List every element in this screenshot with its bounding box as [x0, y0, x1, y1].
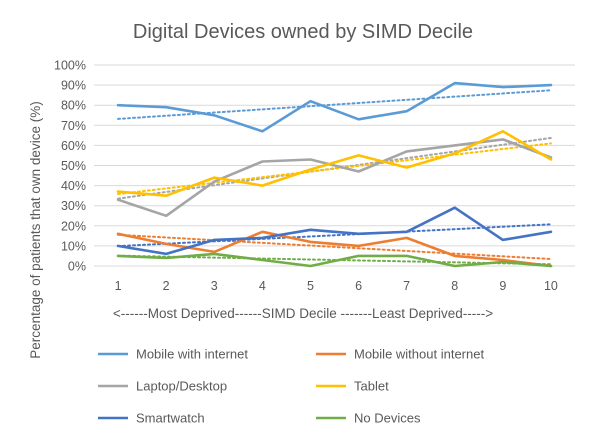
trendline: [117, 233, 552, 261]
legend-label: Tablet: [354, 379, 389, 394]
legend-label: Smartwatch: [136, 411, 205, 426]
y-tick-label: 10%: [61, 239, 86, 253]
trendline: [117, 89, 552, 120]
legend-item: Smartwatch: [98, 411, 205, 426]
legend-item: Tablet: [316, 379, 389, 394]
x-tick-label: 1: [115, 279, 122, 293]
x-tick-label: 4: [259, 279, 266, 293]
legend-label: Mobile without internet: [354, 347, 484, 362]
legend: Mobile with internet Mobile without inter…: [98, 347, 484, 426]
legend-label: Laptop/Desktop: [136, 379, 227, 394]
y-tick-label: 70%: [61, 119, 86, 133]
legend-item: Mobile with internet: [98, 347, 248, 362]
y-tick-label: 100%: [54, 59, 86, 73]
y-tick-label: 90%: [61, 79, 86, 93]
series-line: [116, 130, 553, 197]
y-tick-label: 30%: [61, 199, 86, 213]
x-tick-label: 9: [499, 279, 506, 293]
trendline: [117, 223, 552, 248]
x-tick-label: 2: [163, 279, 170, 293]
y-tick-label: 40%: [61, 179, 86, 193]
series-line: [116, 206, 553, 256]
y-tick-label: 50%: [61, 159, 86, 173]
y-axis-title: Percentage of patients that own device (…: [28, 101, 43, 358]
y-tick-label: 20%: [61, 219, 86, 233]
chart-title: Digital Devices owned by SIMD Decile: [133, 21, 473, 43]
series-line: [116, 252, 553, 268]
x-tick-label: 7: [403, 279, 410, 293]
legend-label: No Devices: [354, 411, 421, 426]
x-tick-label: 6: [355, 279, 362, 293]
legend-item: Mobile without internet: [316, 347, 484, 362]
trendline: [117, 136, 552, 200]
tick-labels: 0% 10% 20% 30% 40% 50% 60% 70% 80% 90% 100% 1 2 3 4 5 6 7…: [54, 59, 558, 294]
y-tick-label: 0%: [68, 260, 86, 274]
legend-item: Laptop/Desktop: [98, 379, 227, 394]
trendline: [117, 142, 552, 196]
legend-item: No Devices: [316, 411, 421, 426]
series-lines: [116, 81, 553, 268]
x-tick-label: 8: [451, 279, 458, 293]
x-tick-label: 10: [544, 279, 558, 293]
y-tick-label: 60%: [61, 139, 86, 153]
x-axis-title: <------Most Deprived------SIMD Decile --…: [113, 306, 493, 321]
legend-label: Mobile with internet: [136, 347, 248, 362]
y-tick-label: 80%: [61, 99, 86, 113]
series-line: [116, 81, 553, 133]
x-tick-label: 3: [211, 279, 218, 293]
x-tick-label: 5: [307, 279, 314, 293]
trendlines: [117, 89, 552, 266]
